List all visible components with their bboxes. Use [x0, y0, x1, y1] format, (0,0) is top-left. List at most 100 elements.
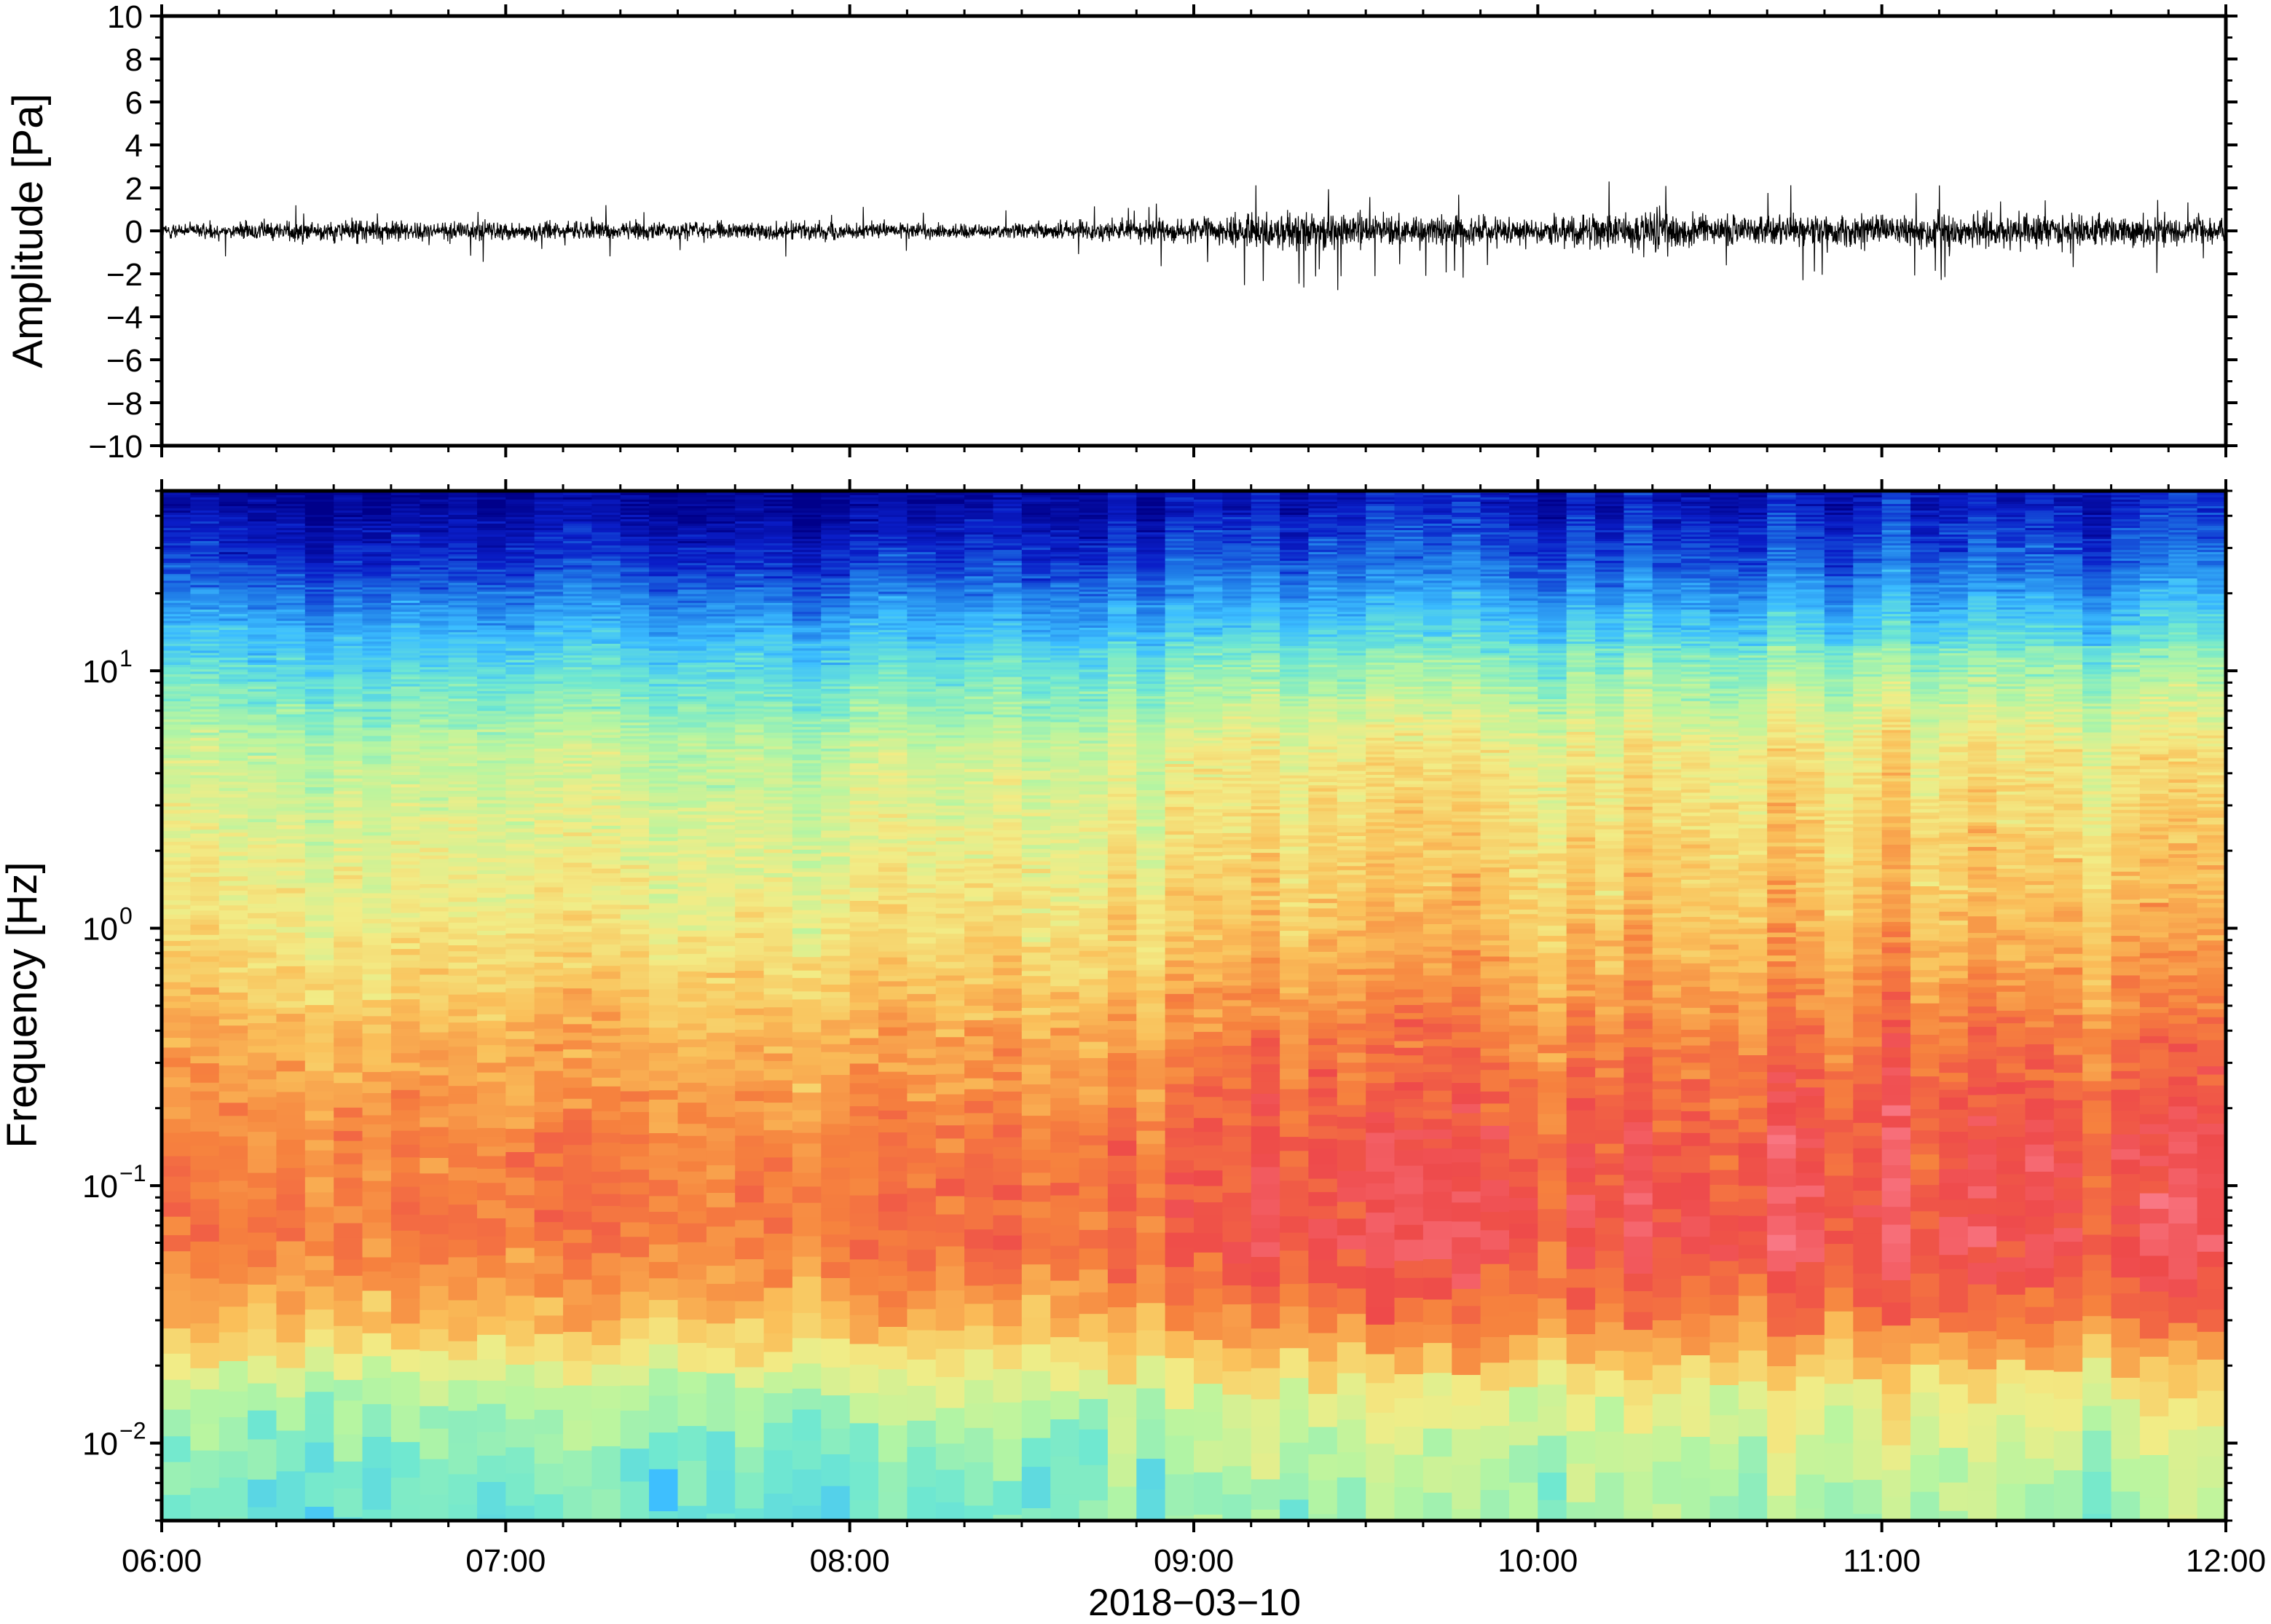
- spectrogram-cell: [362, 938, 392, 946]
- spectrogram-cell: [162, 667, 191, 670]
- spectrogram-cell: [620, 1003, 650, 1012]
- spectrogram-cell: [649, 500, 679, 502]
- spectrogram-cell: [620, 559, 650, 561]
- spectrogram-cell: [448, 589, 478, 593]
- spectrogram-cell: [735, 722, 765, 725]
- spectrogram-cell: [735, 766, 765, 770]
- spectrogram-cell: [706, 717, 736, 720]
- spectrogram-cell: [763, 628, 793, 631]
- spectrogram-cell: [534, 769, 564, 773]
- spectrogram-cell: [792, 845, 822, 851]
- spectrogram-cell: [390, 903, 420, 909]
- spectrogram-cell: [534, 580, 564, 583]
- spectrogram-cell: [190, 1224, 220, 1242]
- spectrogram-cell: [219, 1228, 248, 1245]
- spectrogram-cell: [334, 959, 363, 966]
- spectrogram-cell: [591, 815, 621, 819]
- spectrogram-cell: [420, 576, 449, 579]
- spectrogram-cell: [390, 580, 420, 583]
- spectrogram-cell: [362, 620, 392, 624]
- amplitude-y-tick-label: −2: [106, 257, 143, 293]
- spectrogram-cell: [420, 556, 449, 559]
- spectrogram-cell: [334, 653, 363, 656]
- spectrogram-cell: [505, 1278, 535, 1296]
- spectrogram-cell: [276, 859, 306, 864]
- spectrogram-cell: [219, 945, 248, 951]
- spectrogram-cell: [649, 752, 679, 755]
- spectrogram-cell: [706, 1012, 736, 1019]
- spectrogram-cell: [420, 714, 449, 717]
- spectrogram-cell: [735, 806, 765, 811]
- spectrogram-cell: [591, 589, 621, 593]
- amplitude-axis-label: Amplitude [Pa]: [4, 93, 52, 368]
- spectrogram-cell: [420, 1285, 449, 1311]
- spectrogram-cell: [735, 667, 765, 670]
- spectrogram-cell: [304, 1005, 334, 1013]
- spectrogram-cell: [620, 730, 650, 734]
- spectrogram-cell: [390, 719, 420, 722]
- spectrogram-cell: [763, 1157, 793, 1172]
- spectrogram-cell: [362, 524, 392, 527]
- spectrogram-cell: [448, 775, 478, 779]
- spectrogram-cell: [620, 741, 650, 745]
- spectrogram-cell: [420, 641, 449, 645]
- spectrogram-cell: [248, 795, 278, 800]
- spectrogram-cell: [763, 940, 793, 947]
- spectrogram-cell: [448, 508, 478, 511]
- spectrogram-cell: [649, 698, 679, 702]
- spectrogram-cell: [304, 550, 334, 553]
- spectrogram-cell: [248, 594, 278, 597]
- spectrogram-cell: [248, 1052, 278, 1064]
- spectrogram-cell: [620, 836, 650, 842]
- spectrogram-cell: [649, 528, 679, 531]
- spectrogram-cell: [334, 600, 363, 604]
- spectrogram-cell: [362, 539, 392, 542]
- spectrogram-cell: [649, 771, 679, 776]
- spectrogram-cell: [649, 644, 679, 647]
- spectrogram-cell: [276, 694, 306, 698]
- spectrogram-cell: [390, 671, 420, 675]
- spectrogram-cell: [563, 883, 593, 889]
- spectrogram-cell: [706, 946, 736, 953]
- spectrogram-cell: [420, 539, 449, 542]
- spectrogram-cell: [162, 610, 191, 612]
- spectrogram-cell: [248, 764, 278, 768]
- spectrogram-cell: [477, 596, 506, 599]
- spectrogram-cell: [821, 783, 851, 787]
- spectrogram-cell: [792, 881, 822, 886]
- spectrogram-cell: [735, 1301, 765, 1320]
- spectrogram-cell: [390, 612, 420, 615]
- spectrogram-cell: [735, 526, 765, 529]
- spectrogram-cell: [420, 1494, 449, 1521]
- spectrogram-cell: [448, 883, 478, 888]
- spectrogram-cell: [420, 664, 449, 668]
- spectrogram-cell: [334, 636, 363, 640]
- spectrogram-cell: [248, 1003, 278, 1010]
- spectrogram-cell: [334, 559, 363, 561]
- spectrogram-cell: [677, 882, 707, 888]
- spectrogram-cell: [248, 889, 278, 895]
- spectrogram-cell: [477, 583, 506, 586]
- spectrogram-cell: [591, 1235, 621, 1254]
- spectrogram-cell: [390, 943, 420, 950]
- spectrogram-cell: [276, 754, 306, 759]
- spectrogram-cell: [362, 839, 392, 844]
- spectrogram-cell: [620, 776, 650, 780]
- spectrogram-cell: [390, 834, 420, 838]
- spectrogram-cell: [420, 907, 449, 912]
- spectrogram-cell: [162, 924, 191, 931]
- spectrogram-cell: [334, 696, 363, 700]
- spectrogram-cell: [219, 711, 248, 714]
- spectrogram-cell: [505, 955, 535, 962]
- spectrogram-cell: [706, 1165, 736, 1180]
- spectrogram-cell: [591, 1012, 621, 1022]
- spectrogram-cell: [620, 543, 650, 546]
- spectrogram-cell: [362, 1159, 392, 1171]
- spectrogram-cell: [563, 561, 593, 564]
- spectrogram-cell: [792, 535, 822, 537]
- spectrogram-cell: [821, 688, 851, 692]
- spectrogram-cell: [362, 800, 392, 805]
- spectrogram-cell: [534, 1387, 564, 1411]
- spectrogram-cell: [219, 515, 248, 518]
- spectrogram-cell: [763, 519, 793, 522]
